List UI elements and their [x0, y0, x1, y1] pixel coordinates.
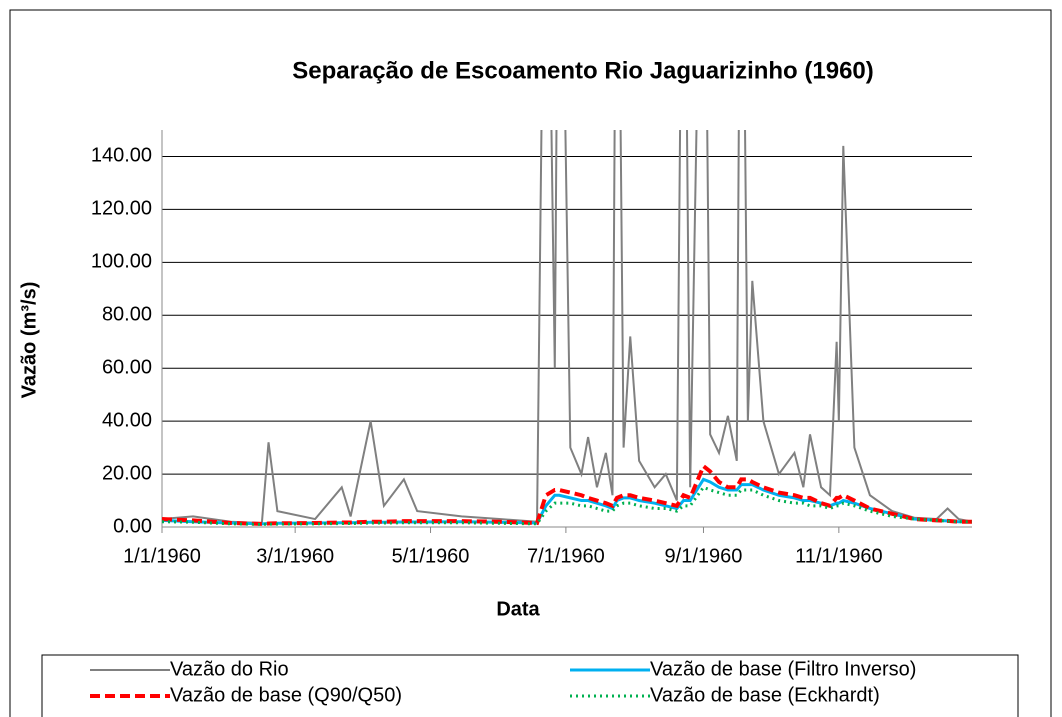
x-tick-label: 3/1/1960 — [256, 545, 334, 567]
y-tick-label: 140.00 — [91, 145, 152, 167]
y-tick-label: 0.00 — [113, 515, 152, 537]
legend-label: Vazão do Rio — [170, 658, 289, 680]
x-tick-label: 11/1/1960 — [795, 545, 883, 567]
y-tick-label: 120.00 — [91, 198, 152, 220]
series-line — [162, 130, 972, 525]
x-tick-label: 1/1/1960 — [123, 545, 201, 567]
chart-title: Separação de Escoamento Rio Jaguarizinho… — [292, 57, 874, 84]
series-line — [162, 485, 972, 526]
x-axis-label: Data — [496, 598, 540, 620]
y-tick-label: 80.00 — [102, 304, 152, 326]
legend-label: Vazão de base (Filtro Inverso) — [650, 658, 916, 680]
y-tick-label: 60.00 — [102, 356, 152, 378]
y-tick-label: 20.00 — [102, 462, 152, 484]
x-tick-label: 7/1/1960 — [527, 545, 605, 567]
x-tick-label: 5/1/1960 — [392, 545, 470, 567]
y-tick-label: 40.00 — [102, 409, 152, 431]
legend-label: Vazão de base (Q90/Q50) — [170, 684, 402, 706]
x-tick-label: 9/1/1960 — [665, 545, 743, 567]
y-axis-label: Vazão (m³/s) — [18, 282, 40, 399]
legend-label: Vazão de base (Eckhardt) — [650, 684, 880, 706]
legend — [41, 654, 1019, 717]
y-tick-label: 100.00 — [91, 251, 152, 273]
series-line — [162, 462, 972, 526]
chart-border — [9, 9, 1052, 717]
